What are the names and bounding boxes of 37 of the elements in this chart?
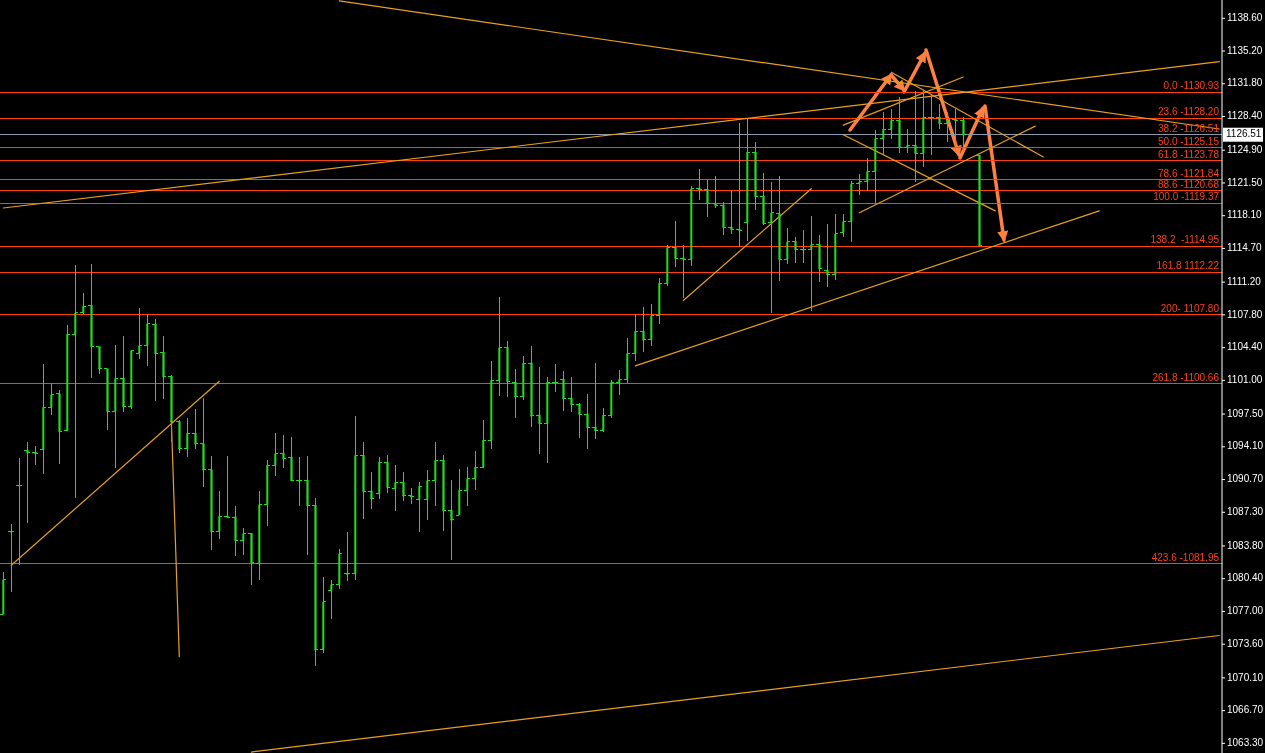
annotation: 0.0 -1130.93	[1163, 80, 1220, 92]
y-tick-label: 1131.80	[1227, 77, 1263, 89]
y-tick-label: 1066.70	[1227, 704, 1264, 716]
y-tick-label: 1090.70	[1227, 473, 1264, 485]
annotation: 78.6 -1121.84	[1158, 167, 1220, 179]
annotation: 23.6 -1128.20	[1158, 106, 1220, 118]
annotation: 61.8 -1123.78	[1158, 149, 1220, 160]
annotation: 261.8 -1100.66	[1152, 371, 1220, 383]
y-tick-label: 1114.70	[1227, 242, 1263, 254]
y-tick-label: 1094.10	[1227, 440, 1264, 452]
annotation: 50.0 -1125.15	[1158, 135, 1220, 147]
y-tick-label: 1070.10	[1227, 671, 1264, 683]
annotation: 200- 1107.80	[1160, 302, 1220, 314]
ref-line-label: 1126.51	[1226, 128, 1262, 140]
y-tick-label: 1138.60	[1227, 11, 1263, 23]
y-tick-label: 1111.20	[1227, 275, 1262, 287]
annotation: 161.8 1112.22	[1156, 260, 1220, 272]
y-tick-label: 1077.00	[1227, 605, 1264, 617]
y-tick-label: 1080.40	[1227, 572, 1264, 584]
annotation: 423.6 -1081.95	[1151, 551, 1220, 563]
y-tick-label: 1128.40	[1227, 110, 1263, 122]
y-tick-label: 1118.10	[1227, 209, 1263, 221]
y-tick-label: 1107.80	[1227, 308, 1263, 320]
y-tick-label: 1083.80	[1227, 539, 1264, 551]
y-tick-label: 1135.20	[1227, 44, 1263, 56]
y-tick-label: 1097.50	[1227, 407, 1264, 419]
annotation: 88.6 -1120.68	[1158, 178, 1220, 190]
y-tick-label: 1121.50	[1227, 176, 1263, 188]
annotation: 138.2 -1114.95	[1150, 234, 1220, 246]
annotation: 38.2 -1126.51	[1158, 122, 1220, 134]
y-tick-label: 1101.00	[1227, 373, 1263, 385]
y-tick-label: 1104.40	[1227, 341, 1263, 353]
y-tick-label: 1124.90	[1227, 143, 1263, 155]
y-tick-label: 1087.30	[1227, 505, 1264, 517]
y-tick-label: 1073.60	[1227, 637, 1264, 649]
y-tick-label: 1063.30	[1227, 737, 1264, 749]
annotation: 100.0 -1119.37	[1153, 191, 1220, 203]
